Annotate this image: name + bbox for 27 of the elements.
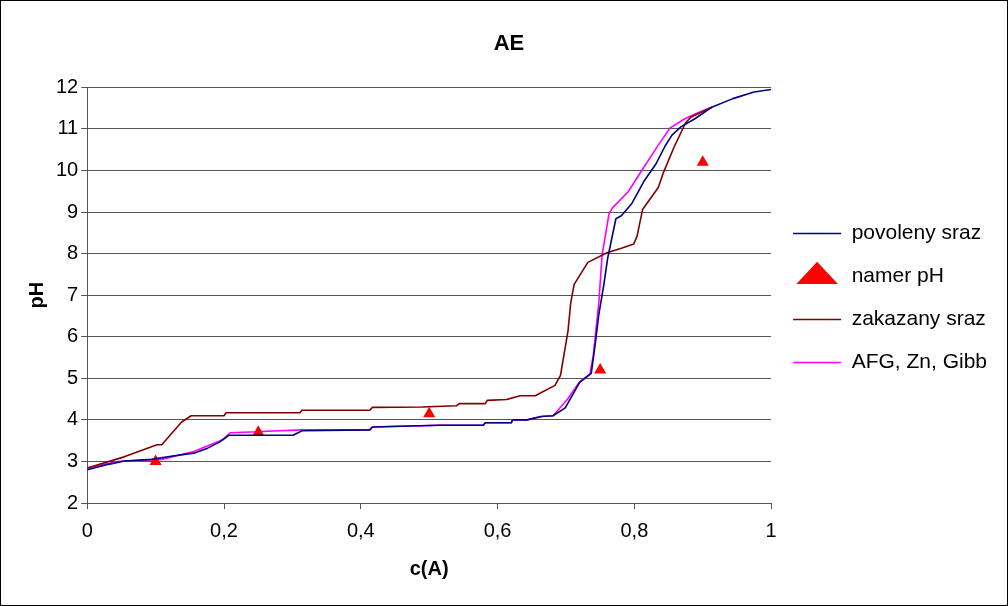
- y-tick-label: 6: [67, 324, 79, 347]
- y-axis-title: pH: [24, 281, 47, 309]
- y-tick-label: 3: [67, 448, 79, 471]
- x-tick-label: 0,8: [620, 518, 649, 541]
- x-tick-label: 1: [765, 518, 777, 541]
- y-tick-label: 4: [67, 407, 79, 430]
- legend-label: AFG, Zn, Gibb: [851, 349, 987, 373]
- x-tick-label: 0,4: [346, 518, 375, 541]
- x-tick-label: 0: [81, 518, 93, 541]
- y-tick-label: 10: [56, 158, 79, 181]
- y-tick-label: 2: [67, 490, 79, 513]
- point: [423, 406, 436, 418]
- y-tick-label: 5: [67, 365, 79, 388]
- x-tick-label: 0,2: [210, 518, 238, 541]
- y-tick-label: 9: [67, 199, 79, 222]
- chart-title: AE: [493, 30, 525, 56]
- point: [696, 155, 709, 166]
- legend-label: zakazany sraz: [851, 306, 986, 330]
- legend-label: povoleny sraz: [851, 220, 982, 244]
- x-tick-label: 0,6: [483, 518, 512, 541]
- y-tick-label: 7: [67, 282, 79, 305]
- y-tick-label: 12: [56, 74, 79, 97]
- y-tick-label: 8: [67, 241, 79, 264]
- legend-label: namer pH: [851, 263, 944, 287]
- point: [594, 363, 607, 374]
- y-tick-label: 11: [57, 116, 79, 139]
- x-axis-title: c(A): [409, 556, 449, 579]
